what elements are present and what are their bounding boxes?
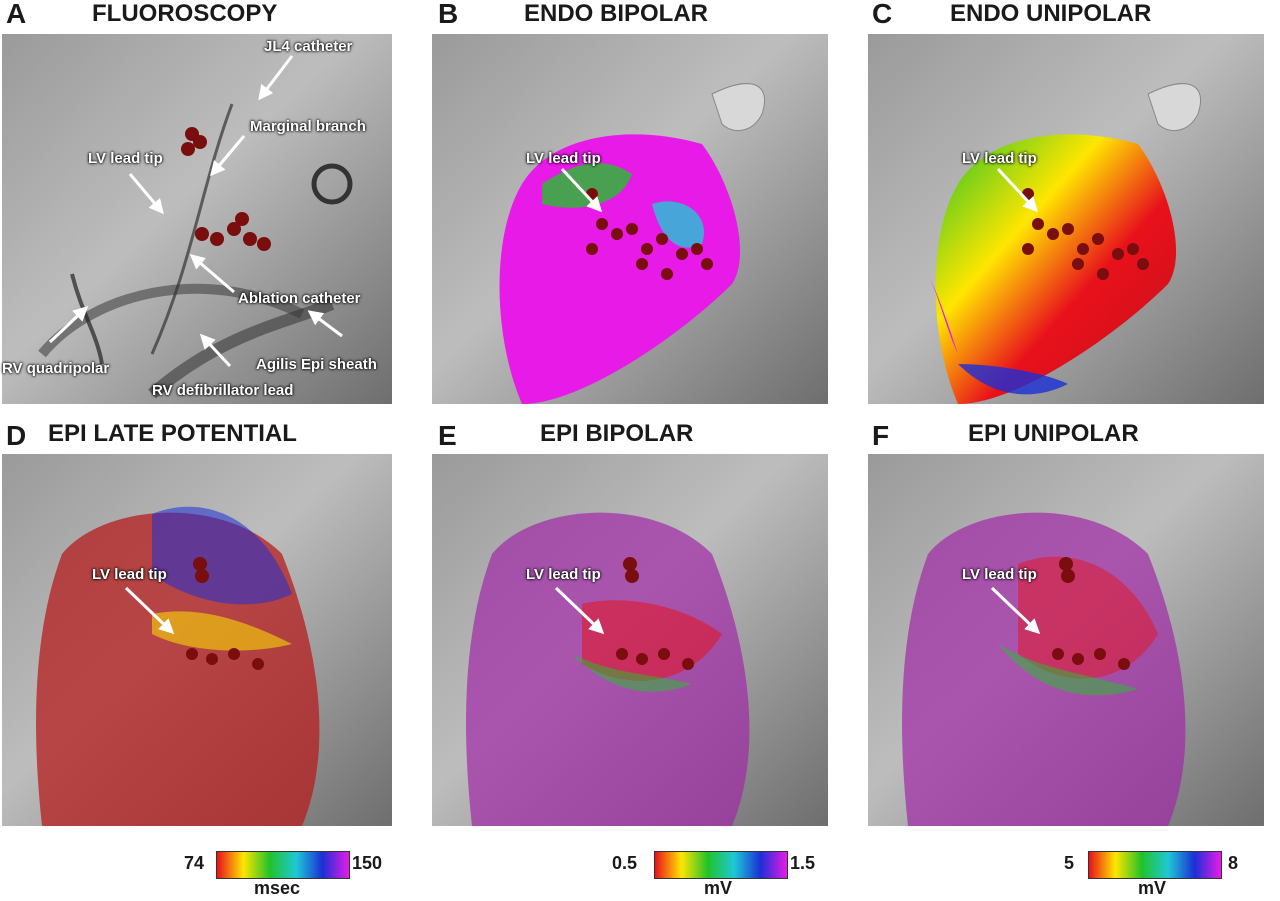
scale-max: 1.5 xyxy=(790,853,816,873)
panel-letter: F xyxy=(872,420,890,451)
panel-title: EPI BIPOLAR xyxy=(540,420,694,447)
label-lv-lead-tip: LV lead tip xyxy=(92,566,167,583)
color-scale-bar xyxy=(216,851,350,879)
label-lv-lead-tip: LV lead tip xyxy=(526,150,601,167)
panel-title: EPI LATE POTENTIAL xyxy=(48,420,297,447)
panel-letter: E xyxy=(438,420,457,451)
panel-title: ENDO UNIPOLAR xyxy=(950,0,1152,27)
scale-min: 0.5 xyxy=(612,853,638,873)
label-lv-lead-tip: LV lead tip xyxy=(526,566,601,583)
scale-unit: mV xyxy=(1138,878,1167,898)
label-ablation-catheter: Ablation catheter xyxy=(238,290,361,307)
panel-title: FLUOROSCOPY xyxy=(92,0,278,27)
scale-max: 8 xyxy=(1228,853,1239,873)
label-lv-lead-tip: LV lead tip xyxy=(88,150,163,167)
panel-letter: C xyxy=(872,0,893,29)
label-jl4-catheter: JL4 catheter xyxy=(264,38,353,55)
panel-title: EPI UNIPOLAR xyxy=(968,420,1139,447)
epi-late-potential-map xyxy=(2,454,392,826)
epi-unipolar-map xyxy=(868,454,1264,826)
scale-unit: msec xyxy=(254,878,301,898)
epi-bipolar-map xyxy=(432,454,828,826)
panel-title: ENDO BIPOLAR xyxy=(524,0,709,27)
label-rv-defibrillator-lead: RV defibrillator lead xyxy=(152,382,294,399)
panel-letter: B xyxy=(438,0,459,29)
scale-unit: mV xyxy=(704,878,733,898)
label-lv-lead-tip: LV lead tip xyxy=(962,150,1037,167)
fluoroscopy-image xyxy=(2,34,392,404)
scale-min: 74 xyxy=(184,853,205,873)
label-marginal-branch: Marginal branch xyxy=(250,118,366,135)
label-rv-quadripolar: RV quadripolar xyxy=(2,360,110,377)
panel-letter: A xyxy=(6,0,27,29)
label-lv-lead-tip: LV lead tip xyxy=(962,566,1037,583)
scale-max: 150 xyxy=(352,853,383,873)
color-scale-bar xyxy=(1088,851,1222,879)
endo-bipolar-map xyxy=(432,34,828,404)
scale-min: 5 xyxy=(1064,853,1075,873)
panel-letter: D xyxy=(6,420,27,451)
endo-unipolar-map xyxy=(868,34,1264,404)
color-scale-bar xyxy=(654,851,788,879)
label-agilis-epi-sheath: Agilis Epi sheath xyxy=(256,356,377,373)
